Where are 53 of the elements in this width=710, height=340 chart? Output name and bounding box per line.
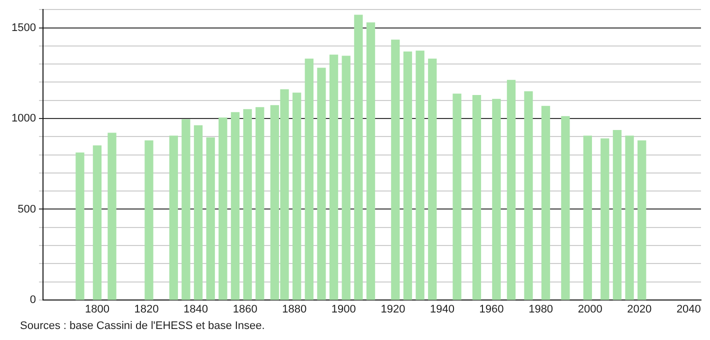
bar (182, 119, 190, 300)
bar (366, 22, 376, 300)
bar (230, 112, 240, 300)
bar (218, 117, 228, 300)
bar (76, 152, 84, 300)
bar (506, 80, 516, 300)
bar (625, 136, 634, 300)
bar (206, 137, 215, 300)
x-tick-label: 1880 (282, 304, 307, 316)
x-tick-label: 1980 (528, 304, 554, 316)
bar (492, 98, 501, 300)
bar (317, 68, 326, 300)
x-tick-label: 2020 (627, 304, 652, 316)
x-tick-label: 1940 (430, 304, 454, 316)
x-tick-label: 1800 (84, 304, 110, 316)
bar (561, 116, 570, 300)
bar (108, 132, 116, 300)
bar (428, 58, 437, 300)
x-tick-label: 2040 (676, 304, 701, 316)
bar (403, 52, 412, 300)
bar (541, 106, 550, 300)
y-tick-label: 1500 (12, 22, 36, 34)
source-note: Sources : base Cassini de l'EHESS et base Insee. (20, 320, 265, 332)
bar (612, 130, 622, 300)
x-tick-label: 1820 (134, 304, 159, 316)
bar (452, 94, 462, 300)
x-tick-label: 1920 (380, 304, 406, 316)
bar (292, 92, 302, 300)
bar (472, 94, 482, 300)
bar (329, 54, 338, 300)
y-tick-label: 1000 (12, 112, 36, 125)
bar (600, 138, 610, 300)
bar (169, 136, 178, 300)
bar (638, 140, 646, 300)
bar (144, 140, 154, 300)
y-tick-label: 0 (30, 294, 36, 306)
bar (92, 145, 102, 300)
bar (304, 58, 314, 300)
bar (416, 50, 424, 300)
bar (243, 109, 252, 300)
bar (583, 136, 592, 300)
bar (391, 40, 400, 300)
x-tick-label: 2000 (578, 304, 602, 316)
x-tick-label: 1860 (232, 304, 258, 316)
x-tick-label: 1840 (184, 304, 208, 316)
bar (354, 14, 363, 300)
y-tick-label: 500 (18, 203, 36, 216)
bar (256, 107, 264, 300)
bar (342, 56, 350, 300)
x-tick-label: 1960 (479, 304, 504, 316)
bar (524, 91, 533, 300)
bar (194, 125, 203, 300)
x-tick-label: 1900 (331, 304, 356, 316)
